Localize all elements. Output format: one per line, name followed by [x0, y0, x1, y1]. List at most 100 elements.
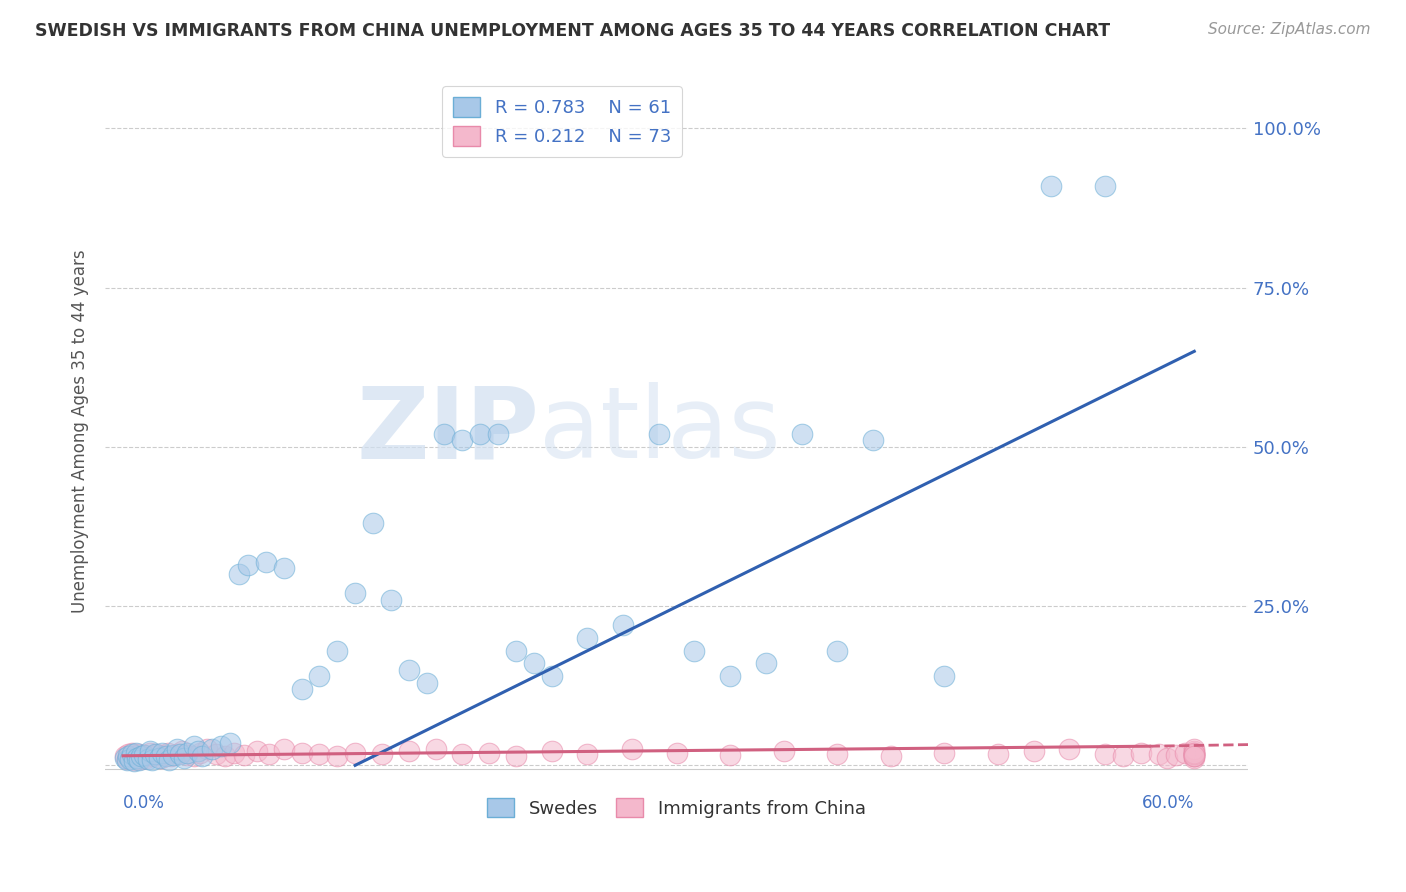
Point [273, 742, 295, 756]
Point [134, 748, 156, 763]
Point [214, 748, 236, 763]
Point [612, 618, 634, 632]
Point [254, 554, 277, 568]
Point [128, 747, 150, 761]
Point [934, 746, 956, 760]
Point [1182, 746, 1205, 760]
Point [129, 749, 152, 764]
Point [468, 427, 491, 442]
Point [259, 747, 281, 761]
Point [1147, 747, 1170, 761]
Point [120, 752, 142, 766]
Point [361, 516, 384, 531]
Point [825, 643, 848, 657]
Point [228, 567, 250, 582]
Point [1022, 744, 1045, 758]
Point [115, 752, 138, 766]
Point [195, 742, 218, 756]
Point [143, 747, 166, 761]
Point [139, 746, 162, 760]
Point [150, 746, 173, 760]
Point [425, 742, 447, 756]
Point [540, 669, 562, 683]
Point [862, 434, 884, 448]
Point [505, 748, 527, 763]
Point [647, 427, 669, 442]
Point [114, 750, 136, 764]
Point [149, 750, 172, 764]
Point [170, 744, 193, 758]
Point [1094, 747, 1116, 761]
Point [398, 663, 420, 677]
Point [1182, 747, 1205, 761]
Point [415, 675, 437, 690]
Point [219, 736, 242, 750]
Point [173, 750, 195, 764]
Point [451, 434, 474, 448]
Point [166, 747, 188, 761]
Point [162, 748, 184, 763]
Point [620, 742, 643, 756]
Point [120, 750, 142, 764]
Point [718, 748, 741, 763]
Point [136, 752, 159, 766]
Point [117, 748, 139, 763]
Point [141, 753, 163, 767]
Point [523, 657, 546, 671]
Text: SWEDISH VS IMMIGRANTS FROM CHINA UNEMPLOYMENT AMONG AGES 35 TO 44 YEARS CORRELAT: SWEDISH VS IMMIGRANTS FROM CHINA UNEMPLO… [35, 22, 1111, 40]
Point [122, 755, 145, 769]
Point [718, 669, 741, 683]
Point [880, 748, 903, 763]
Point [987, 747, 1010, 761]
Point [127, 750, 149, 764]
Point [1182, 748, 1205, 763]
Point [183, 748, 205, 763]
Point [236, 558, 259, 572]
Point [187, 744, 209, 758]
Point [540, 744, 562, 758]
Point [159, 753, 181, 767]
Point [121, 746, 143, 760]
Point [153, 748, 176, 763]
Point [755, 657, 778, 671]
Point [433, 427, 456, 442]
Point [156, 746, 179, 760]
Point [134, 748, 156, 763]
Point [665, 746, 688, 760]
Point [934, 669, 956, 683]
Point [160, 749, 183, 764]
Point [222, 746, 245, 760]
Point [291, 681, 314, 696]
Point [201, 742, 224, 756]
Point [790, 427, 813, 442]
Point [1040, 178, 1063, 193]
Point [1182, 744, 1205, 758]
Point [1156, 750, 1178, 764]
Point [505, 643, 527, 657]
Point [1059, 742, 1081, 756]
Point [176, 748, 198, 763]
Point [124, 746, 146, 760]
Point [135, 750, 157, 764]
Point [129, 752, 152, 766]
Point [308, 747, 330, 761]
Point [273, 561, 295, 575]
Point [1094, 178, 1116, 193]
Point [166, 742, 188, 756]
Point [326, 748, 349, 763]
Point [486, 427, 509, 442]
Legend: Swedes, Immigrants from China: Swedes, Immigrants from China [481, 790, 873, 825]
Point [344, 746, 367, 760]
Point [380, 592, 402, 607]
Point [124, 748, 146, 763]
Point [1112, 748, 1135, 763]
Point [308, 669, 330, 683]
Point [326, 643, 349, 657]
Point [398, 744, 420, 758]
Point [1182, 747, 1205, 761]
Point [117, 747, 139, 761]
Point [291, 746, 314, 760]
Point [183, 739, 205, 754]
Y-axis label: Unemployment Among Ages 35 to 44 years: Unemployment Among Ages 35 to 44 years [72, 249, 89, 613]
Point [233, 748, 256, 763]
